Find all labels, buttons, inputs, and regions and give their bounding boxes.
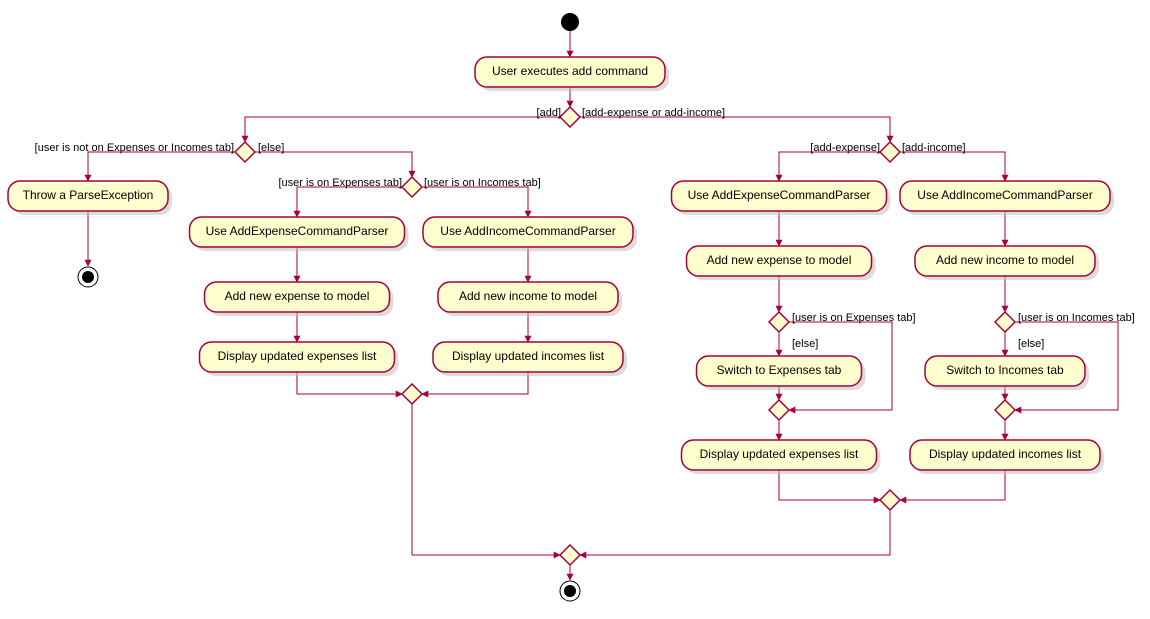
activity-label-n_r_si: Switch to Incomes tab: [946, 363, 1064, 377]
decision-d_left2: [402, 177, 422, 197]
guard-g_else1: [else]: [258, 142, 284, 154]
edge: [245, 117, 560, 142]
edge: [580, 117, 890, 142]
activity-diagram: User executes add command Throw a ParseEx…: [0, 0, 1150, 619]
edge: [297, 187, 402, 217]
guard-g_addinc: [add-income]: [902, 142, 966, 154]
decision-d_re: [769, 312, 789, 332]
activity-label-n_throw: Throw a ParseException: [23, 188, 154, 202]
guard-g_add: [add]: [537, 107, 561, 119]
decision-d_merge1: [402, 384, 422, 404]
activity-label-n_r_aep: Use AddExpenseCommandParser: [688, 188, 871, 202]
edge: [900, 470, 1005, 500]
activity-label-n_l_aip: Use AddIncomeCommandParser: [440, 224, 615, 238]
decision-d_ri: [995, 312, 1015, 332]
decision-d_final: [560, 545, 580, 565]
guard-g_onexp: [user is on Expenses tab]: [278, 177, 402, 189]
end-node-inner: [82, 271, 94, 283]
guard-g_addexp: [add-expense]: [810, 142, 880, 154]
decision-d_ri_m: [995, 400, 1015, 420]
edge: [900, 152, 1005, 181]
end-node-inner: [564, 585, 576, 597]
activity-label-n_l_del: Display updated expenses list: [218, 349, 377, 363]
edge: [422, 187, 528, 217]
activity-label-n_r_del: Display updated expenses list: [700, 447, 859, 461]
guard-g_oninc: [user is on Incomes tab]: [424, 177, 541, 189]
activity-label-n_r_dil: Display updated incomes list: [929, 447, 1082, 461]
edge: [779, 470, 880, 500]
activity-label-n_r_aim: Add new income to model: [936, 253, 1074, 267]
guard-g_ri_on: [user is on Incomes tab]: [1018, 312, 1135, 324]
activity-label-n_l_aem: Add new expense to model: [225, 289, 370, 303]
guard-g_ri_else: [else]: [1018, 338, 1044, 350]
decision-d_merge2: [880, 490, 900, 510]
edge: [580, 510, 890, 555]
activity-label-n_l_aep: Use AddExpenseCommandParser: [206, 224, 389, 238]
activity-label-n_r_aem: Add new expense to model: [707, 253, 852, 267]
guard-g_notab: [user is not on Expenses or Incomes tab]: [35, 142, 234, 154]
activity-label-n_r_aip: Use AddIncomeCommandParser: [917, 188, 1092, 202]
activity-label-n_exec: User executes add command: [492, 64, 648, 78]
start-node: [561, 13, 579, 31]
activity-label-n_l_dil: Display updated incomes list: [452, 349, 605, 363]
edge: [255, 152, 412, 177]
edge: [88, 152, 235, 181]
decision-d_right1: [880, 142, 900, 162]
decision-d_top: [560, 107, 580, 127]
edge: [412, 404, 560, 555]
edge: [779, 152, 880, 181]
decision-d_left1: [235, 142, 255, 162]
activity-label-n_l_aim: Add new income to model: [459, 289, 597, 303]
guard-g_addx: [add-expense or add-income]: [582, 107, 725, 119]
guard-g_re_on: [user is on Expenses tab]: [792, 312, 916, 324]
decision-d_re_m: [769, 400, 789, 420]
activity-label-n_r_se: Switch to Expenses tab: [717, 363, 842, 377]
guard-g_re_else: [else]: [792, 338, 818, 350]
